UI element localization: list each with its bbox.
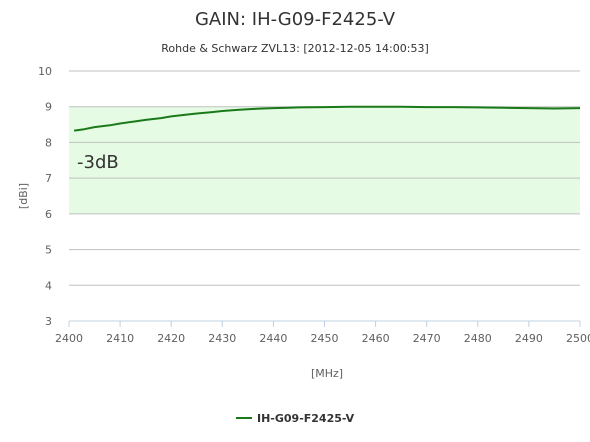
minus-3db-band xyxy=(69,106,580,214)
y-tick-label: 7 xyxy=(45,172,52,185)
chart-title: GAIN: IH-G09-F2425-V xyxy=(195,9,396,30)
y-tick-label: 8 xyxy=(45,136,52,149)
x-tick-label: 2440 xyxy=(259,332,287,345)
y-tick-label: 10 xyxy=(38,65,52,78)
x-tick-label: 2400 xyxy=(55,332,83,345)
x-tick-label: 2500 xyxy=(566,332,590,345)
x-tick-label: 2470 xyxy=(413,332,441,345)
x-tick-label: 2480 xyxy=(464,332,492,345)
y-tick-label: 3 xyxy=(45,315,52,328)
y-tick-label: 4 xyxy=(45,279,52,292)
legend-item-label: IH-G09-F2425-V xyxy=(257,412,355,425)
y-axis-label: [dBi] xyxy=(17,183,30,209)
y-tick-label: 9 xyxy=(45,101,52,114)
band-label: -3dB xyxy=(77,152,119,173)
x-tick-label: 2420 xyxy=(157,332,185,345)
x-tick-label: 2490 xyxy=(515,332,543,345)
x-tick-label: 2450 xyxy=(311,332,339,345)
series-line[interactable] xyxy=(73,105,581,132)
x-tick-label: 2410 xyxy=(106,332,134,345)
y-tick-label: 6 xyxy=(45,208,52,221)
x-tick-label: 2430 xyxy=(208,332,236,345)
x-axis-label: [MHz] xyxy=(311,367,343,380)
chart-subtitle: Rohde & Schwarz ZVL13: [2012-12-05 14:00… xyxy=(161,42,429,55)
y-tick-label: 5 xyxy=(45,244,52,257)
legend[interactable]: IH-G09-F2425-V xyxy=(236,412,355,425)
x-tick-label: 2460 xyxy=(362,332,390,345)
